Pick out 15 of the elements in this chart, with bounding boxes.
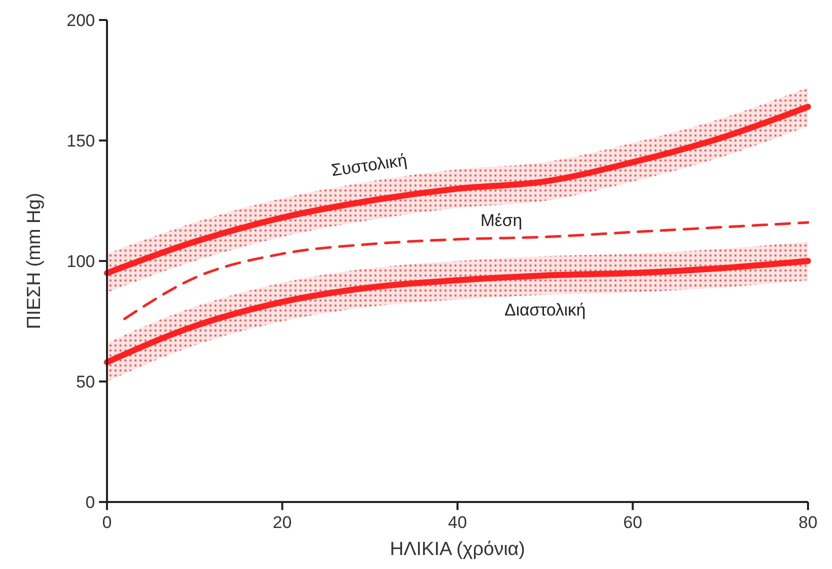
x-tick-label: 20: [272, 513, 292, 532]
y-tick-label: 150: [66, 131, 95, 150]
y-tick-label: 0: [86, 492, 95, 512]
series-label: Μέση: [480, 211, 522, 230]
x-axis-title: ΗΛΙΚΙΑ (χρόνια): [390, 539, 526, 560]
y-tick-label: 50: [76, 372, 95, 392]
y-tick-label: 200: [66, 10, 95, 30]
y-axis-title: ΠΙΕΣΗ (mm Hg): [24, 192, 45, 330]
x-tick-label: 60: [623, 513, 642, 532]
y-tick-label: 100: [66, 252, 95, 271]
x-tick-label: 80: [798, 513, 818, 532]
series-label: Διαστολική: [504, 300, 586, 320]
text: Συστολική: [330, 150, 408, 180]
x-tick-label: 40: [448, 513, 467, 532]
x-tick-label: 0: [102, 513, 112, 532]
